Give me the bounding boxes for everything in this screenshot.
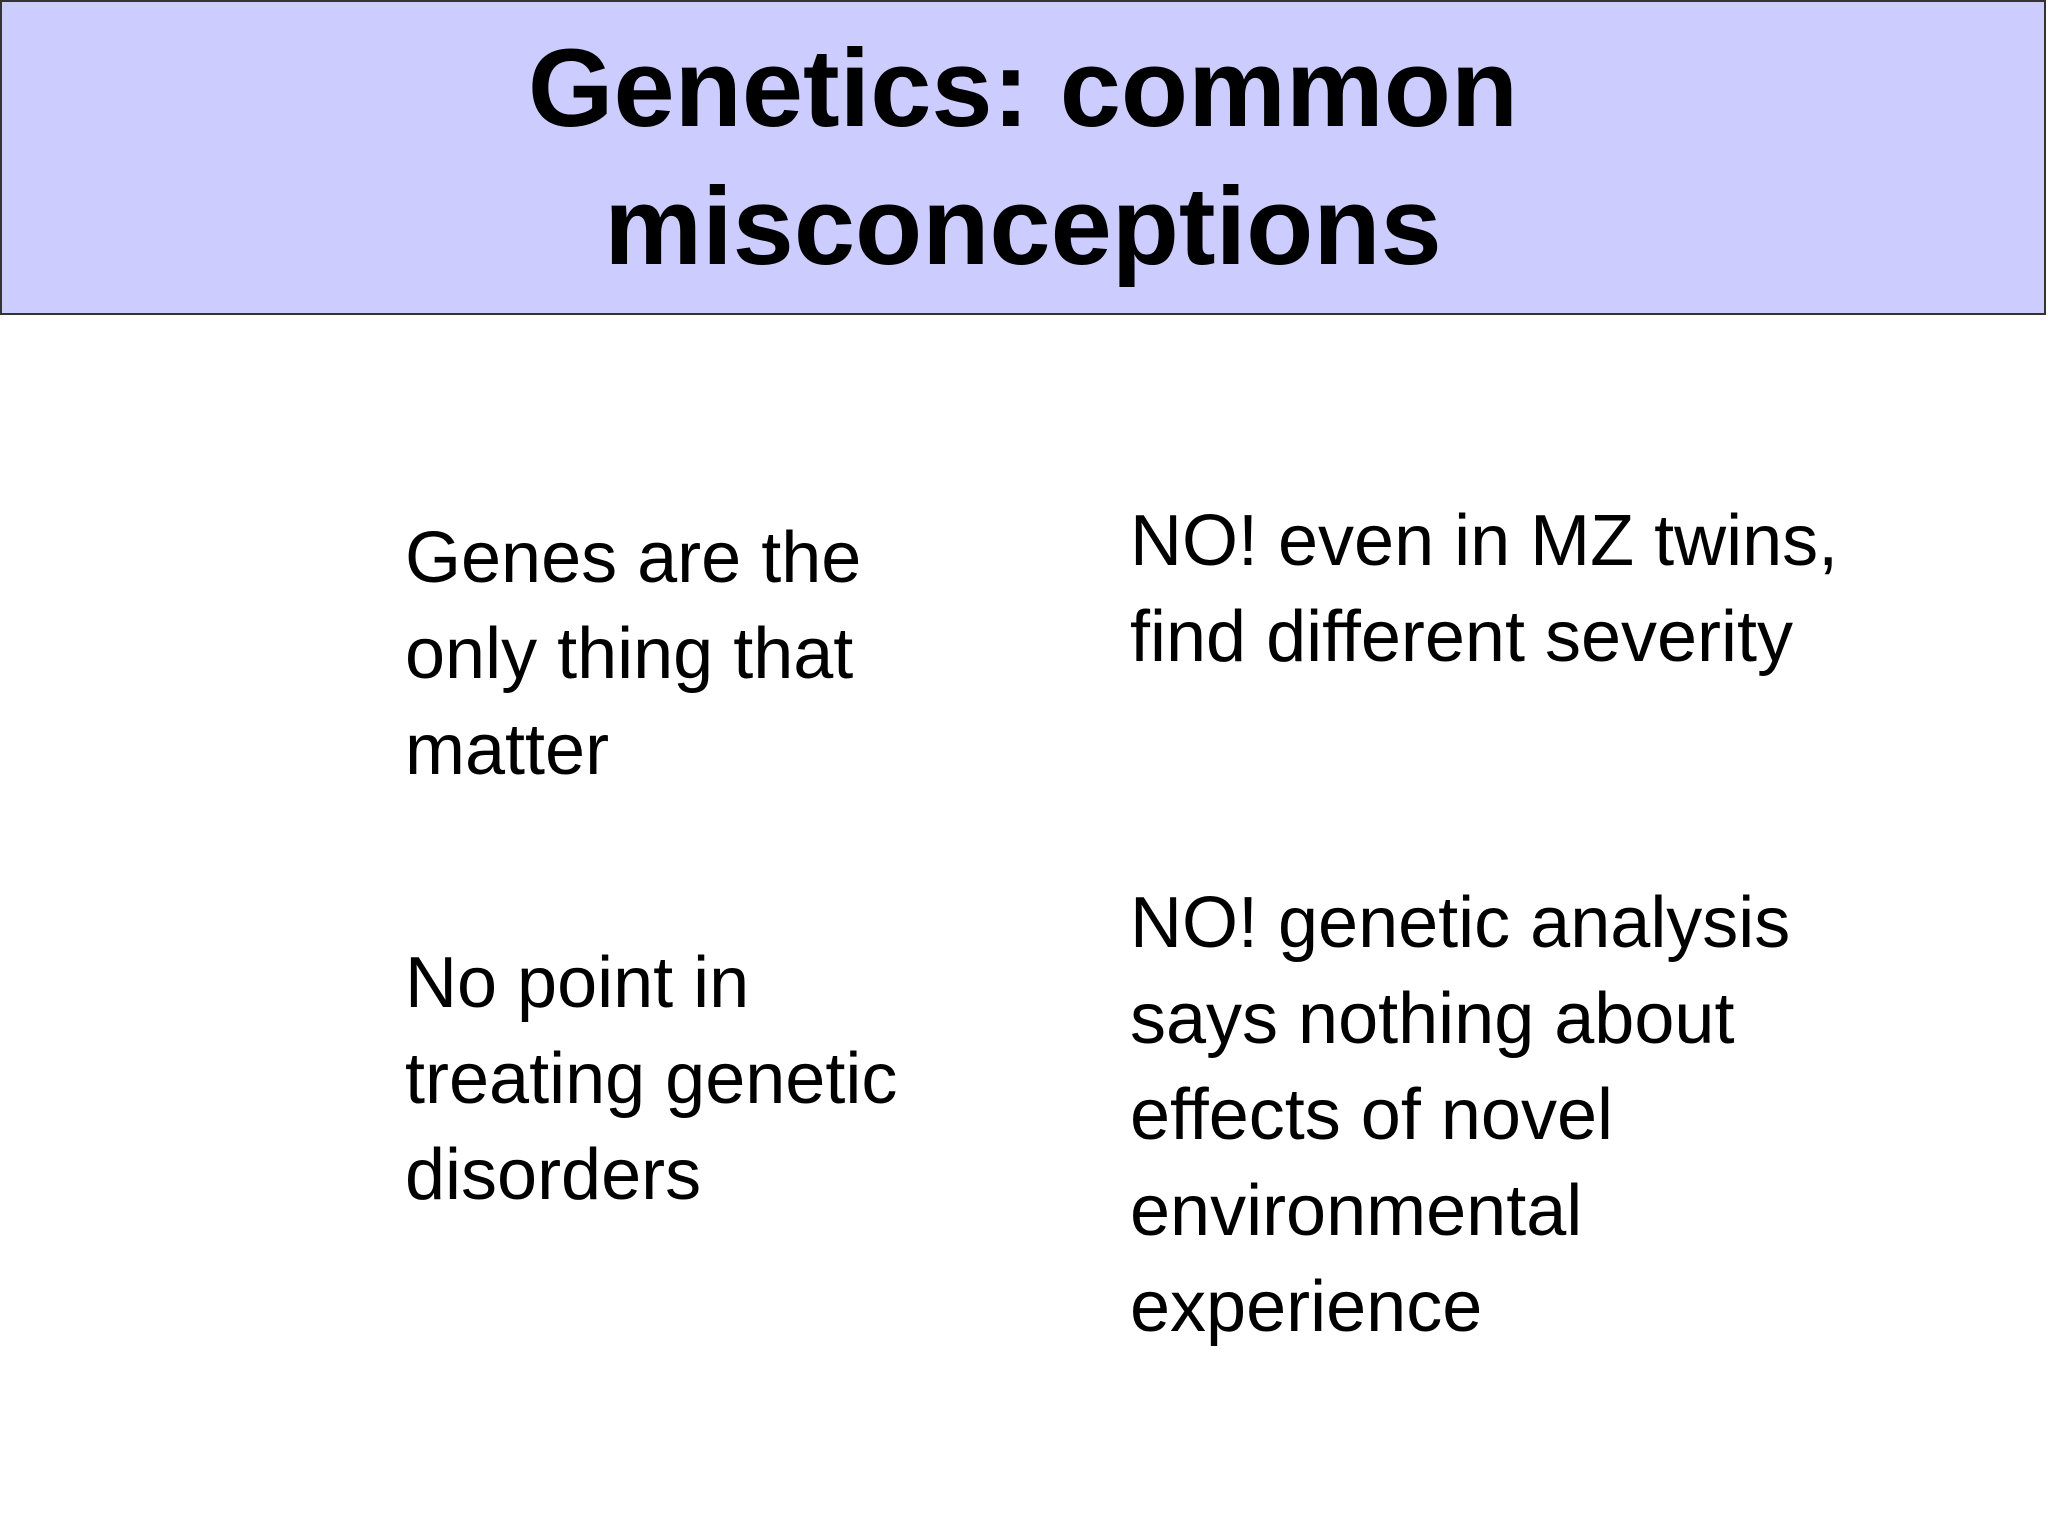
response-2-line-4: environmental [1130, 1171, 1583, 1251]
response-1: NO! even in MZ twins, find different sev… [1130, 493, 1838, 685]
misconception-1-line-3: matter [405, 710, 610, 790]
misconception-1: Genes are the only thing that matter [405, 510, 861, 798]
title-line-1: Genetics: common [527, 26, 1519, 150]
misconception-1-line-2: only thing that [405, 614, 854, 694]
response-2-line-5: experience [1130, 1267, 1483, 1347]
response-2-line-1: NO! genetic analysis [1130, 883, 1791, 963]
misconception-1-line-1: Genes are the [405, 518, 862, 598]
slide-title: Genetics: common misconceptions [0, 0, 2046, 315]
title-line-2: misconceptions [604, 164, 1442, 288]
response-1-line-2: find different severity [1130, 597, 1794, 677]
response-2-line-2: says nothing about [1130, 979, 1735, 1059]
misconception-2: No point in treating genetic disorders [405, 935, 897, 1223]
misconception-2-line-3: disorders [405, 1135, 702, 1215]
response-2: NO! genetic analysis says nothing about … [1130, 875, 1790, 1355]
response-1-line-1: NO! even in MZ twins, [1130, 501, 1839, 581]
misconception-2-line-1: No point in [405, 943, 750, 1023]
response-2-line-3: effects of novel [1130, 1075, 1613, 1155]
misconception-2-line-2: treating genetic [405, 1039, 898, 1119]
